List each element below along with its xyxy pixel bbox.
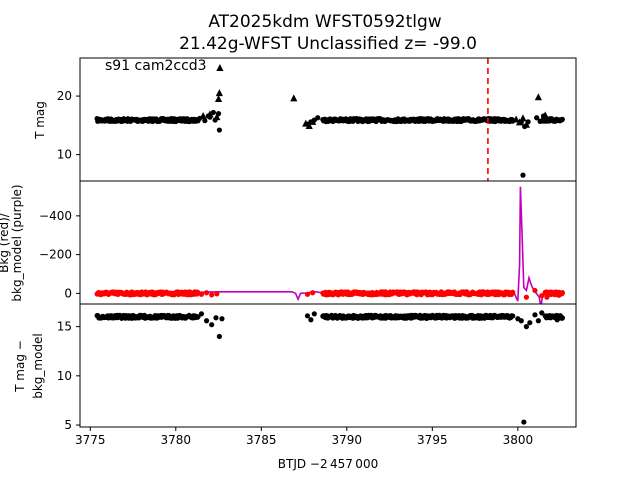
data-point — [216, 127, 222, 133]
x-tick-label: 3800 — [503, 433, 534, 447]
data-point — [519, 114, 527, 122]
data-point — [523, 324, 530, 330]
panel-middle: 0 −200 −400 — [39, 180, 577, 305]
plot-area — [94, 63, 565, 178]
data-point — [521, 419, 527, 425]
title-line-1: AT2025kdm WFST0592tlgw — [208, 12, 441, 32]
x-tick-label: 3790 — [332, 433, 363, 447]
data-point — [523, 294, 530, 300]
panel-frame — [79, 303, 577, 428]
band-1-point — [510, 313, 516, 319]
panel-frame — [79, 180, 577, 305]
middle-y-label-2: bkg_model (purple) — [10, 184, 24, 301]
series-2 — [199, 63, 549, 129]
annotation-ccd: s91 cam2ccd3 — [105, 58, 207, 74]
data-point — [206, 110, 214, 118]
middle-y-label-1: Bkg (red)/ — [0, 212, 11, 273]
data-point — [216, 63, 224, 71]
data-point — [216, 333, 222, 340]
data-point — [203, 290, 210, 296]
x-tick-label: 3780 — [161, 433, 192, 447]
x-tick-label: 3795 — [417, 433, 448, 447]
data-point — [209, 322, 215, 328]
y-tick-label: 10 — [57, 369, 72, 383]
bottom-y-label-2: bkg_model — [31, 333, 45, 399]
data-point — [554, 317, 560, 323]
data-point — [559, 290, 565, 296]
data-point — [522, 120, 530, 128]
y-tick-label: 5 — [64, 418, 72, 432]
data-point — [213, 113, 221, 121]
series-0 — [97, 186, 563, 304]
data-point — [532, 312, 538, 318]
data-point — [290, 94, 298, 102]
data-point — [539, 310, 545, 316]
data-point — [549, 289, 555, 295]
series-0 — [94, 310, 565, 425]
data-point — [541, 111, 549, 119]
data-point — [535, 318, 541, 324]
data-point — [506, 291, 512, 298]
data-point — [215, 89, 223, 97]
plot-area — [94, 186, 565, 304]
data-point — [210, 109, 217, 116]
data-point — [534, 115, 540, 121]
data-point — [527, 320, 533, 326]
y-tick-label: 15 — [57, 320, 72, 334]
data-point — [538, 116, 546, 124]
data-point — [309, 117, 317, 125]
data-point — [559, 315, 565, 321]
data-point — [532, 287, 538, 294]
panel-bottom: 5 10 15 — [57, 303, 577, 432]
bottom-y-label-1: T mag − — [13, 340, 27, 393]
y-tick-label: 20 — [57, 89, 72, 103]
data-point — [219, 316, 225, 322]
x-tick-label: 3775 — [75, 433, 106, 447]
y-tick-label: 0 — [64, 286, 72, 300]
data-point — [199, 111, 207, 119]
data-point — [544, 294, 550, 300]
data-point — [558, 117, 564, 123]
data-point — [214, 95, 223, 102]
title-line-2: 21.42g-WFST Unclassified z= -99.0 — [179, 34, 477, 54]
data-point — [203, 318, 210, 324]
top-y-label: T mag — [33, 101, 47, 140]
data-point — [302, 119, 310, 127]
series-0 — [94, 116, 565, 125]
data-point — [214, 291, 220, 297]
y-tick-label: 10 — [57, 148, 72, 162]
data-point — [198, 291, 205, 297]
data-point — [209, 292, 215, 298]
data-point — [311, 311, 317, 317]
data-point — [198, 311, 205, 317]
bkg-model-line — [97, 186, 563, 304]
data-point — [308, 317, 314, 323]
data-point — [539, 293, 545, 299]
data-point — [534, 93, 542, 101]
data-point — [512, 115, 520, 123]
data-point — [310, 290, 316, 296]
band-0-point — [195, 314, 201, 320]
data-point — [515, 118, 524, 126]
x-tick-label: 3785 — [246, 433, 277, 447]
data-point — [304, 313, 311, 319]
data-point — [305, 121, 313, 129]
data-point — [213, 315, 219, 321]
x-axis-label: BTJD −2 457 000 — [278, 457, 378, 471]
plot-area — [94, 310, 565, 425]
y-tick-label: −400 — [39, 209, 72, 223]
data-point — [315, 115, 321, 121]
x-axis: 3775 3780 3785 3790 3795 3800 — [75, 427, 533, 447]
data-point — [304, 291, 311, 297]
data-point — [202, 118, 208, 124]
panel-top: 10 20 — [57, 57, 577, 182]
data-point — [518, 318, 524, 324]
series-1 — [94, 287, 565, 300]
data-point — [520, 172, 526, 178]
y-tick-label: −200 — [39, 248, 72, 262]
